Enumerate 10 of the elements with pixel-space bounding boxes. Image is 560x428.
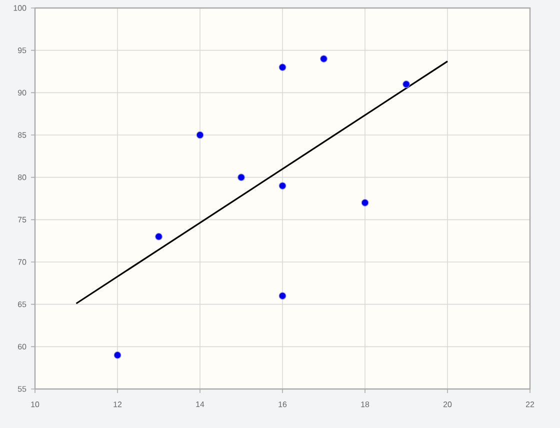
point <box>278 182 286 190</box>
point <box>278 64 286 71</box>
point <box>196 131 204 139</box>
point <box>114 351 122 359</box>
point <box>155 232 162 240</box>
point <box>278 292 286 300</box>
point <box>402 80 410 88</box>
point <box>361 199 369 206</box>
point <box>238 174 245 182</box>
point <box>320 55 328 62</box>
